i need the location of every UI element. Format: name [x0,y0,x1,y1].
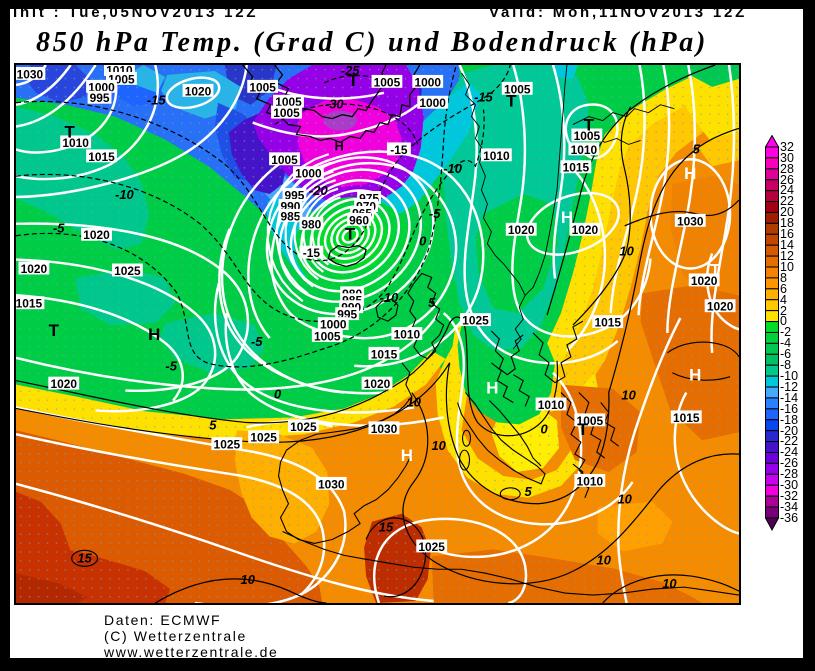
svg-text:T: T [506,92,517,111]
svg-text:1020: 1020 [508,223,535,237]
svg-text:995: 995 [285,189,305,203]
svg-text:1005: 1005 [504,82,531,96]
svg-text:1005: 1005 [577,414,604,428]
svg-text:-15: -15 [474,90,493,105]
svg-text:T: T [710,260,721,279]
svg-text:10: 10 [407,394,422,409]
svg-text:985: 985 [281,209,301,223]
svg-text:1020: 1020 [691,274,718,288]
svg-text:-15: -15 [303,246,321,260]
svg-text:5: 5 [525,484,533,499]
svg-text:-30: -30 [325,97,344,112]
svg-text:H: H [486,379,498,398]
svg-text:-5: -5 [251,334,263,349]
svg-text:T: T [49,321,60,340]
svg-text:1030: 1030 [677,214,704,228]
svg-text:1020: 1020 [707,300,734,314]
svg-text:T: T [348,71,359,90]
svg-text:1005: 1005 [314,329,341,343]
svg-text:1005: 1005 [374,75,401,89]
svg-text:-5: -5 [165,359,177,374]
svg-text:15: 15 [77,550,92,565]
svg-text:10: 10 [619,244,634,259]
svg-text:10: 10 [621,388,636,403]
svg-text:-5: -5 [429,206,441,221]
svg-text:1000: 1000 [414,75,441,89]
svg-text:H: H [684,164,696,183]
svg-text:5: 5 [209,417,217,432]
svg-text:1015: 1015 [673,411,700,425]
svg-text:1010: 1010 [538,398,565,412]
svg-text:995: 995 [90,91,110,105]
svg-text:-15: -15 [390,143,408,157]
svg-text:1025: 1025 [214,438,241,452]
svg-text:1020: 1020 [185,84,212,98]
svg-text:T: T [584,116,595,135]
svg-text:1020: 1020 [83,228,110,242]
svg-text:1025: 1025 [290,420,317,434]
svg-text:5: 5 [428,295,436,310]
svg-text:1020: 1020 [364,377,391,391]
svg-text:1015: 1015 [563,161,590,175]
svg-text:1020: 1020 [21,262,48,276]
svg-text:1010: 1010 [483,149,510,163]
svg-text:1020: 1020 [50,377,77,391]
svg-text:10: 10 [241,572,256,587]
svg-text:-5: -5 [53,221,65,236]
svg-text:1000: 1000 [295,167,322,181]
svg-text:H: H [561,208,573,227]
svg-text:15: 15 [379,520,394,535]
svg-text:1025: 1025 [114,264,141,278]
svg-text:1010: 1010 [577,474,604,488]
svg-text:1015: 1015 [16,297,43,311]
svg-text:1000: 1000 [88,80,115,94]
svg-text:T: T [578,420,589,439]
svg-text:H: H [689,366,701,385]
svg-text:H: H [148,325,160,344]
svg-text:10: 10 [662,576,677,591]
svg-text:1005: 1005 [249,80,276,94]
svg-text:-20: -20 [309,183,328,198]
svg-text:980: 980 [301,217,321,231]
svg-text:960: 960 [349,213,369,227]
svg-text:0: 0 [540,421,548,436]
svg-text:1015: 1015 [371,347,398,361]
svg-text:1000: 1000 [419,96,446,110]
svg-text:10: 10 [617,492,632,507]
svg-text:T: T [65,122,76,141]
svg-text:10: 10 [597,552,612,567]
svg-text:-10: -10 [380,290,399,305]
svg-text:1025: 1025 [250,431,277,445]
svg-text:1005: 1005 [574,129,601,143]
svg-text:0: 0 [274,387,282,402]
svg-text:1005: 1005 [273,106,300,120]
svg-text:H: H [401,446,413,465]
svg-text:1030: 1030 [318,477,345,491]
svg-text:1010: 1010 [62,136,89,150]
svg-text:1025: 1025 [418,540,445,554]
svg-text:1015: 1015 [88,150,115,164]
svg-text:1005: 1005 [271,153,298,167]
svg-text:1015: 1015 [594,316,621,330]
svg-text:-25: -25 [341,63,360,78]
svg-text:1005: 1005 [275,95,302,109]
svg-text:0: 0 [419,234,427,249]
svg-text:1020: 1020 [572,223,599,237]
svg-text:H: H [335,138,344,153]
svg-text:-15: -15 [147,93,166,108]
svg-text:1010: 1010 [394,327,421,341]
svg-text:1000: 1000 [320,318,347,332]
svg-text:-10: -10 [443,161,462,176]
svg-text:1030: 1030 [371,422,398,436]
svg-text:-10: -10 [115,187,134,202]
svg-text:1030: 1030 [17,67,44,81]
svg-text:1025: 1025 [462,314,489,328]
svg-text:10: 10 [431,438,446,453]
svg-text:1010: 1010 [571,143,598,157]
svg-text:T: T [345,225,356,244]
svg-text:5: 5 [693,141,701,156]
